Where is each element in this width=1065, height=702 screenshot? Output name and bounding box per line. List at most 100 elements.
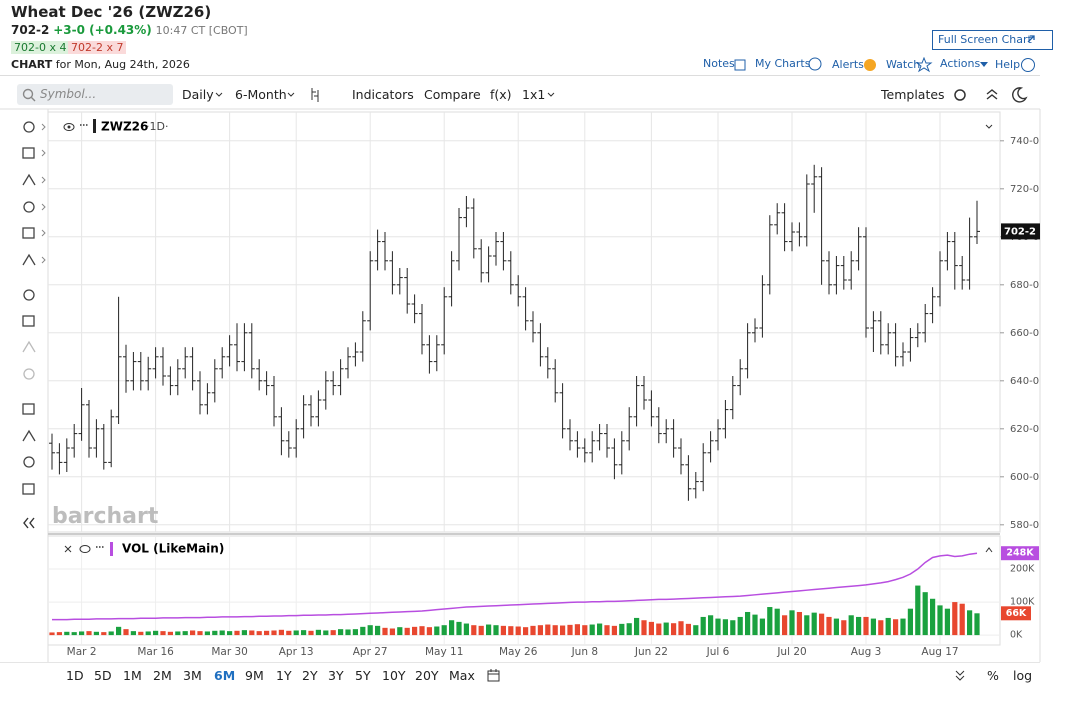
fx-menu[interactable]: f(x)	[490, 87, 512, 102]
ohlc-bar	[774, 203, 781, 235]
volume-bar	[767, 607, 773, 636]
ohlc-bar	[330, 371, 337, 396]
pane-collapse[interactable]	[985, 547, 993, 553]
tool-icon[interactable]	[22, 315, 35, 327]
compare-menu[interactable]: Compare	[424, 87, 481, 102]
ohlc-bar	[108, 409, 115, 468]
volume-bar	[130, 631, 136, 636]
volume-bar	[412, 626, 418, 636]
volume-bar	[811, 612, 817, 636]
tool-icon[interactable]	[22, 173, 46, 186]
tool-icon[interactable]	[23, 368, 35, 380]
y-tick-label: 600-0	[1010, 472, 1039, 483]
ohlc-bar	[382, 232, 388, 271]
ohlc-bar	[811, 164, 818, 213]
volume-bar	[338, 629, 344, 636]
range-button[interactable]: 20Y	[415, 668, 439, 683]
ohlc-bar	[685, 455, 692, 501]
volume-bar	[308, 630, 314, 636]
ma-label: 248K	[1006, 548, 1034, 559]
x-tick-label: Mar 30	[211, 646, 248, 658]
tool-icon[interactable]	[23, 456, 35, 468]
pane-menu[interactable]	[985, 124, 993, 129]
range-button[interactable]: 10Y	[382, 668, 406, 683]
symbol-search[interactable]	[17, 84, 173, 105]
templates-menu[interactable]: Templates	[881, 87, 945, 102]
range-button[interactable]: 1D	[66, 668, 84, 683]
range-button[interactable]: 2M	[153, 668, 172, 683]
tool-icon[interactable]	[22, 253, 46, 266]
notes-link[interactable]: Notes	[703, 57, 735, 70]
eye-icon[interactable]	[63, 123, 75, 131]
y-tick-label: 0K	[1010, 630, 1023, 641]
tool-icon[interactable]	[23, 289, 35, 301]
eye-icon[interactable]	[79, 545, 91, 553]
volume-bar	[737, 616, 743, 636]
range-button[interactable]: 1M	[123, 668, 142, 683]
volume-label-box	[1001, 606, 1031, 621]
indicators-menu[interactable]: Indicators	[352, 87, 414, 102]
tool-icon[interactable]	[22, 147, 46, 159]
icon-chevron	[41, 229, 46, 237]
y-tick-label: 100K	[1010, 597, 1035, 608]
search-placeholder: Symbol...	[40, 87, 97, 101]
range-button[interactable]: 2Y	[302, 668, 318, 683]
my-charts-link[interactable]: My Charts	[755, 57, 811, 70]
tool-icon[interactable]	[22, 483, 35, 495]
tool-icon[interactable]	[22, 403, 35, 415]
volume-bar	[597, 623, 603, 636]
x-tick-label: Apr 13	[279, 646, 314, 658]
tool-icon[interactable]	[22, 340, 36, 353]
icon-shape	[23, 456, 35, 468]
x-tick-label: Mar 16	[137, 646, 174, 658]
icon-shape	[23, 289, 35, 301]
volume-bar	[160, 631, 166, 636]
divider	[0, 75, 1040, 76]
tool-icon[interactable]	[22, 227, 46, 239]
full-screen-button[interactable]: Full Screen Chart	[932, 30, 1053, 50]
range-button[interactable]: 5Y	[355, 668, 371, 683]
volume-bar	[567, 624, 573, 636]
volume-bar	[515, 626, 521, 636]
range-button[interactable]: 6M	[214, 668, 236, 683]
range-button[interactable]: Max	[449, 668, 475, 683]
ohlc-bar	[663, 419, 670, 444]
ohlc-bar	[951, 232, 958, 290]
ohlc-bar	[559, 383, 566, 439]
actions-link[interactable]: Actions	[940, 57, 981, 70]
volume-bar	[434, 626, 440, 636]
volume-ma-line	[52, 552, 978, 621]
interval-menu[interactable]: Daily	[182, 87, 214, 102]
collapse-icon[interactable]	[986, 89, 998, 100]
ohlc-bar	[248, 323, 255, 379]
tool-icon[interactable]	[23, 121, 46, 133]
tool-icon[interactable]	[23, 201, 46, 213]
range-button[interactable]: 3M	[183, 668, 202, 683]
ohlc-bar	[485, 246, 492, 283]
ohlc-bar	[160, 347, 166, 386]
icon	[808, 57, 822, 71]
theme-icon[interactable]	[1012, 87, 1028, 103]
volume-bar	[545, 624, 551, 636]
volume-bar	[471, 625, 477, 636]
volume-bar	[64, 631, 70, 636]
expand-icon[interactable]	[950, 668, 970, 684]
percent-toggle[interactable]: %	[987, 668, 999, 683]
settings-icon[interactable]	[954, 89, 966, 101]
ohlc-bar	[722, 400, 729, 439]
close-icon[interactable]	[64, 545, 72, 553]
ohlc-bar	[655, 407, 662, 444]
calendar-icon[interactable]	[486, 668, 502, 684]
layout-menu[interactable]: 1x1	[522, 87, 546, 102]
range-button[interactable]: 3Y	[328, 668, 344, 683]
help-link[interactable]: Help	[995, 58, 1021, 71]
range-button[interactable]: 1Y	[276, 668, 292, 683]
log-toggle[interactable]: log	[1013, 668, 1033, 683]
range-button[interactable]: 5D	[94, 668, 112, 683]
alerts-link[interactable]: Alerts	[832, 58, 864, 71]
period-menu[interactable]: 6-Month	[235, 87, 287, 102]
range-button[interactable]: 9M	[245, 668, 264, 683]
tool-icon[interactable]	[22, 429, 36, 442]
collapse-sidebar[interactable]	[23, 517, 35, 529]
watch-link[interactable]: Watch	[886, 58, 921, 71]
